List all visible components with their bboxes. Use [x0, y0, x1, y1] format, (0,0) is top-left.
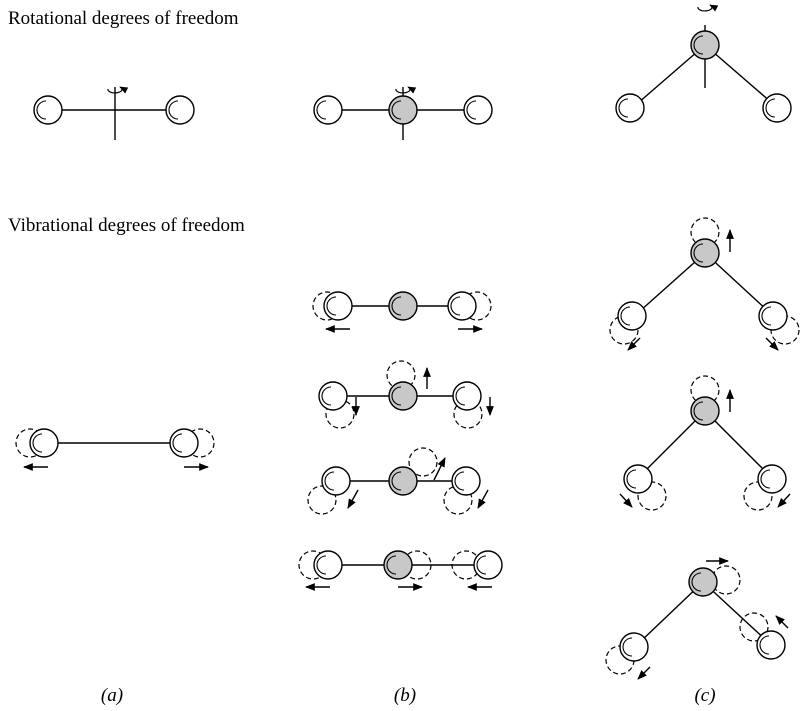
- central-atom: [388, 291, 418, 321]
- vibration-b-mode-2: [318, 360, 494, 429]
- rotation-a: [33, 87, 195, 140]
- atom: [473, 550, 503, 580]
- atom: [463, 95, 493, 125]
- atom: [757, 464, 787, 494]
- atom: [321, 466, 351, 496]
- vibration-b-mode-3: [307, 447, 489, 515]
- central-atom: [688, 567, 718, 597]
- atom: [318, 381, 348, 411]
- atom: [619, 632, 649, 662]
- atom: [313, 95, 343, 125]
- atom: [29, 428, 59, 458]
- atom: [165, 95, 195, 125]
- atom: [762, 93, 792, 123]
- atom: [169, 428, 199, 458]
- atom: [451, 466, 481, 496]
- rotation-c: [615, 5, 792, 123]
- vibration-c-mode-1: [609, 217, 800, 351]
- atom: [615, 93, 645, 123]
- atom: [323, 291, 353, 321]
- central-atom: [388, 95, 418, 125]
- central-atom: [690, 30, 720, 60]
- rotation-arrow-icon: [698, 5, 712, 11]
- vibrational-heading: Vibrational degrees of freedom: [8, 215, 245, 236]
- panel-label-a: (a): [100, 685, 124, 706]
- atom: [452, 381, 482, 411]
- atom: [617, 301, 647, 331]
- central-atom: [388, 381, 418, 411]
- atom: [33, 95, 63, 125]
- panel-label-b: (b): [393, 685, 417, 706]
- vibration-c-mode-3: [605, 557, 789, 680]
- atom: [447, 291, 477, 321]
- panel-label-c: (c): [694, 685, 716, 706]
- atom: [313, 550, 343, 580]
- atom: [623, 464, 653, 494]
- rotation-b: [313, 87, 493, 140]
- rotational-heading: Rotational degrees of freedom: [8, 8, 239, 29]
- vibration-b-mode-4: [298, 550, 503, 591]
- central-atom: [383, 550, 413, 580]
- central-atom: [690, 396, 720, 426]
- vibration-c-mode-2: [619, 375, 791, 511]
- atom: [758, 301, 788, 331]
- central-atom: [690, 238, 720, 268]
- vibration-a: [15, 428, 215, 471]
- atom: [756, 630, 786, 660]
- vibration-b-mode-1: [312, 291, 492, 333]
- central-atom: [388, 466, 418, 496]
